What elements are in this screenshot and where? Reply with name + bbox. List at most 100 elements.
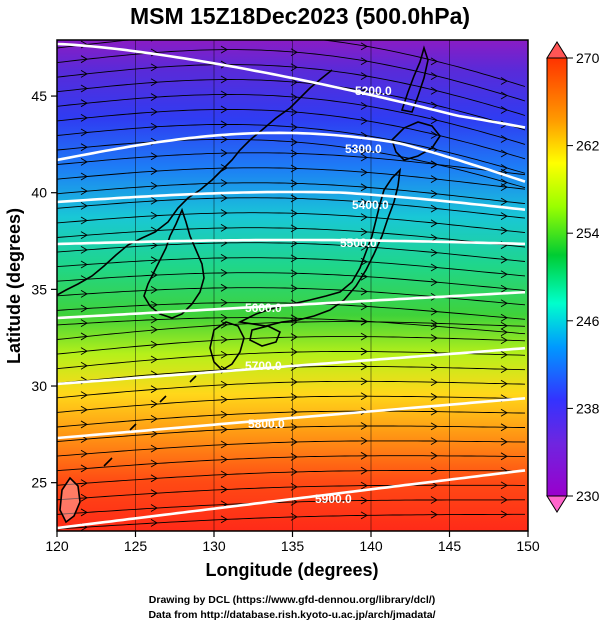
streamline-arrow [150,93,158,101]
streamline-arrow [500,452,508,461]
streamline-arrow [150,300,158,309]
streamline-arrow [290,48,298,57]
streamline-arrow [220,298,228,307]
streamline-arrow [500,149,508,158]
streamline [57,302,526,320]
height-contour [57,346,526,386]
streamline-arrow [290,179,298,188]
streamline-arrow [290,224,298,233]
streamline [57,395,526,413]
streamline-arrow [360,146,368,155]
streamline-arrow [80,231,88,240]
contour-label: 5900.0 [315,492,352,506]
streamline-arrow [220,485,228,494]
streamline-arrow [500,106,508,114]
x-tick-label: 145 [438,538,462,554]
x-axis-ticks: 120 125 130 135 140 145 150 [45,531,540,554]
streamline-arrow [80,245,88,254]
streamline-arrow [430,86,438,95]
streamline-arrow [150,211,158,220]
streamline-arrow [360,243,368,251]
streamline [57,425,525,442]
streamline [57,197,526,219]
streamline-arrow [220,194,228,202]
contour-labels: 5200.0 5300.0 5400.0 5500.0 5600.0 5700.0 5800… [245,84,392,506]
streamline-arrow [430,307,438,316]
streamline-arrow [220,90,228,99]
streamline-arrow [500,183,508,192]
streamline-arrow [430,510,438,519]
streamline [57,272,526,291]
streamline-arrow [290,269,298,278]
streamline-arrow [150,286,158,294]
streamline-arrow [80,69,88,78]
streamline-arrow [80,493,88,502]
y-axis-ticks: 25 30 35 40 45 [31,88,57,491]
streamline-arrow [360,362,368,371]
streamline-arrow [430,72,438,81]
streamline-arrow [150,504,158,512]
streamline-arrow [430,189,438,198]
streamline-arrow [80,216,88,225]
streamline-arrow [500,226,508,235]
streamline-arrow [500,328,508,337]
streamline-arrow [360,213,368,221]
streamline [57,227,526,248]
mainland-coast [57,69,333,296]
streamline-arrow [150,429,158,438]
colorbar-scale [546,57,568,497]
streamline-arrow [430,437,438,445]
streamline-arrow [220,395,228,404]
streamline-arrow [430,393,438,401]
streamline-arrow [430,57,438,66]
streamline-arrow [80,84,88,93]
streamline-arrow [80,347,88,355]
streamline-arrow [360,228,368,236]
contour-label: 5300.0 [345,142,382,156]
streamline-arrow [360,183,368,192]
colorbar-ticks: 270 262 254 246 238 230 [567,50,599,504]
streamline-arrow [500,510,508,519]
x-tick-label: 120 [45,538,69,554]
streamline-arrow [220,440,228,449]
streamline-arrow [500,437,508,446]
korean-peninsula [143,207,205,319]
streamline-arrow [150,315,158,324]
streamline-arrow [360,511,368,520]
kyushu [209,321,245,372]
height-contour [57,131,526,183]
streamline-arrow [150,63,158,72]
streamline-arrow [500,495,508,504]
streamline-arrow [430,160,438,169]
streamline-arrow [290,453,298,461]
streamline-arrow [290,108,298,117]
streamline [57,317,526,335]
streamline-arrow [220,470,228,479]
streamline-arrow [220,268,228,277]
streamline-arrow [500,423,508,432]
streamline-arrow [150,182,158,190]
streamline-arrow [80,508,88,517]
streamline-arrow [150,518,158,527]
streamline-arrow [430,466,438,475]
streamline-arrow [220,380,228,389]
streamline-arrow [80,304,88,313]
y-axis-label: Latitude (degrees) [4,208,24,364]
streamline-arrow [500,299,508,308]
contour-label: 5700.0 [245,359,282,373]
streamline-arrow [80,319,88,328]
streamline-arrow [360,392,368,401]
colorbar-tick-label: 262 [576,138,599,154]
streamline-arrow [220,105,228,114]
streamline [57,79,526,131]
colorbar-tick-label: 230 [576,488,599,504]
streamline-arrow [430,248,438,257]
streamline-arrow [290,63,298,72]
x-axis-label: Longitude (degrees) [205,560,378,580]
streamline [57,440,526,457]
streamline [57,152,526,176]
colorbar-upper-extension [546,41,568,59]
streamline-arrow [80,143,88,152]
streamline-arrow [360,437,368,445]
y-tick-label: 25 [31,475,47,491]
